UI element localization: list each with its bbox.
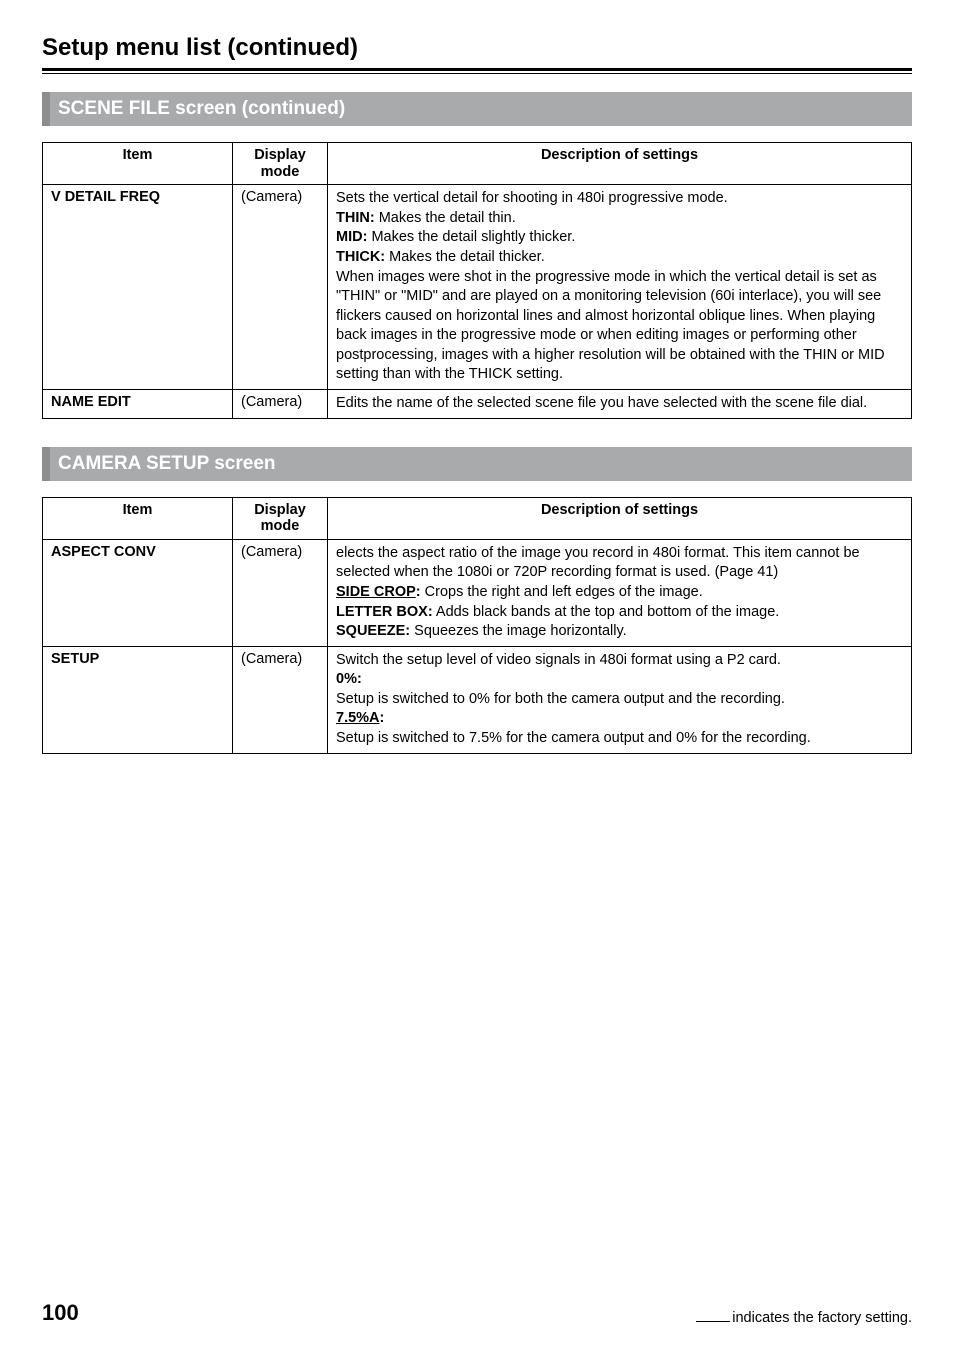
cell-desc: Sets the vertical detail for shooting in… <box>328 185 912 390</box>
th-item: Item <box>43 143 233 185</box>
th-mode-l1: Display <box>254 147 306 163</box>
factory-setting-note: indicates the factory setting. <box>696 1310 912 1326</box>
cell-item: NAME EDIT <box>43 389 233 418</box>
cell-mode: (Camera) <box>233 389 328 418</box>
cell-desc: elects the aspect ratio of the image you… <box>328 539 912 646</box>
camera-setup-table: Item Display mode Description of setting… <box>42 497 912 754</box>
table-row: SETUP (Camera) Switch the setup level of… <box>43 646 912 753</box>
th-mode: Display mode <box>233 497 328 539</box>
th-mode-l2: mode <box>261 518 300 534</box>
cell-item: V DETAIL FREQ <box>43 185 233 390</box>
underline-placeholder <box>696 1321 730 1322</box>
table-row: V DETAIL FREQ (Camera) Sets the vertical… <box>43 185 912 390</box>
th-mode-l2: mode <box>261 164 300 180</box>
cell-mode: (Camera) <box>233 646 328 753</box>
table-header-row: Item Display mode Description of setting… <box>43 143 912 185</box>
cell-mode: (Camera) <box>233 539 328 646</box>
th-mode-l1: Display <box>254 502 306 518</box>
title-rule <box>42 68 912 74</box>
th-mode: Display mode <box>233 143 328 185</box>
page-title: Setup menu list (continued) <box>42 34 912 62</box>
cell-desc: Edits the name of the selected scene fil… <box>328 389 912 418</box>
section-heading-camera-setup: CAMERA SETUP screen <box>42 447 912 481</box>
scene-file-table: Item Display mode Description of setting… <box>42 142 912 419</box>
cell-item: ASPECT CONV <box>43 539 233 646</box>
page-number: 100 <box>42 1300 79 1326</box>
page-root: Setup menu list (continued) SCENE FILE s… <box>0 0 954 1354</box>
th-desc: Description of settings <box>328 497 912 539</box>
th-item: Item <box>43 497 233 539</box>
table-header-row: Item Display mode Description of setting… <box>43 497 912 539</box>
cell-mode: (Camera) <box>233 185 328 390</box>
table-row: NAME EDIT (Camera) Edits the name of the… <box>43 389 912 418</box>
table-row: ASPECT CONV (Camera) elects the aspect r… <box>43 539 912 646</box>
factory-note-text: indicates the factory setting. <box>732 1310 912 1326</box>
cell-desc: Switch the setup level of video signals … <box>328 646 912 753</box>
cell-item: SETUP <box>43 646 233 753</box>
th-desc: Description of settings <box>328 143 912 185</box>
page-footer: 100 indicates the factory setting. <box>42 1300 912 1326</box>
section-heading-scene-file: SCENE FILE screen (continued) <box>42 92 912 126</box>
